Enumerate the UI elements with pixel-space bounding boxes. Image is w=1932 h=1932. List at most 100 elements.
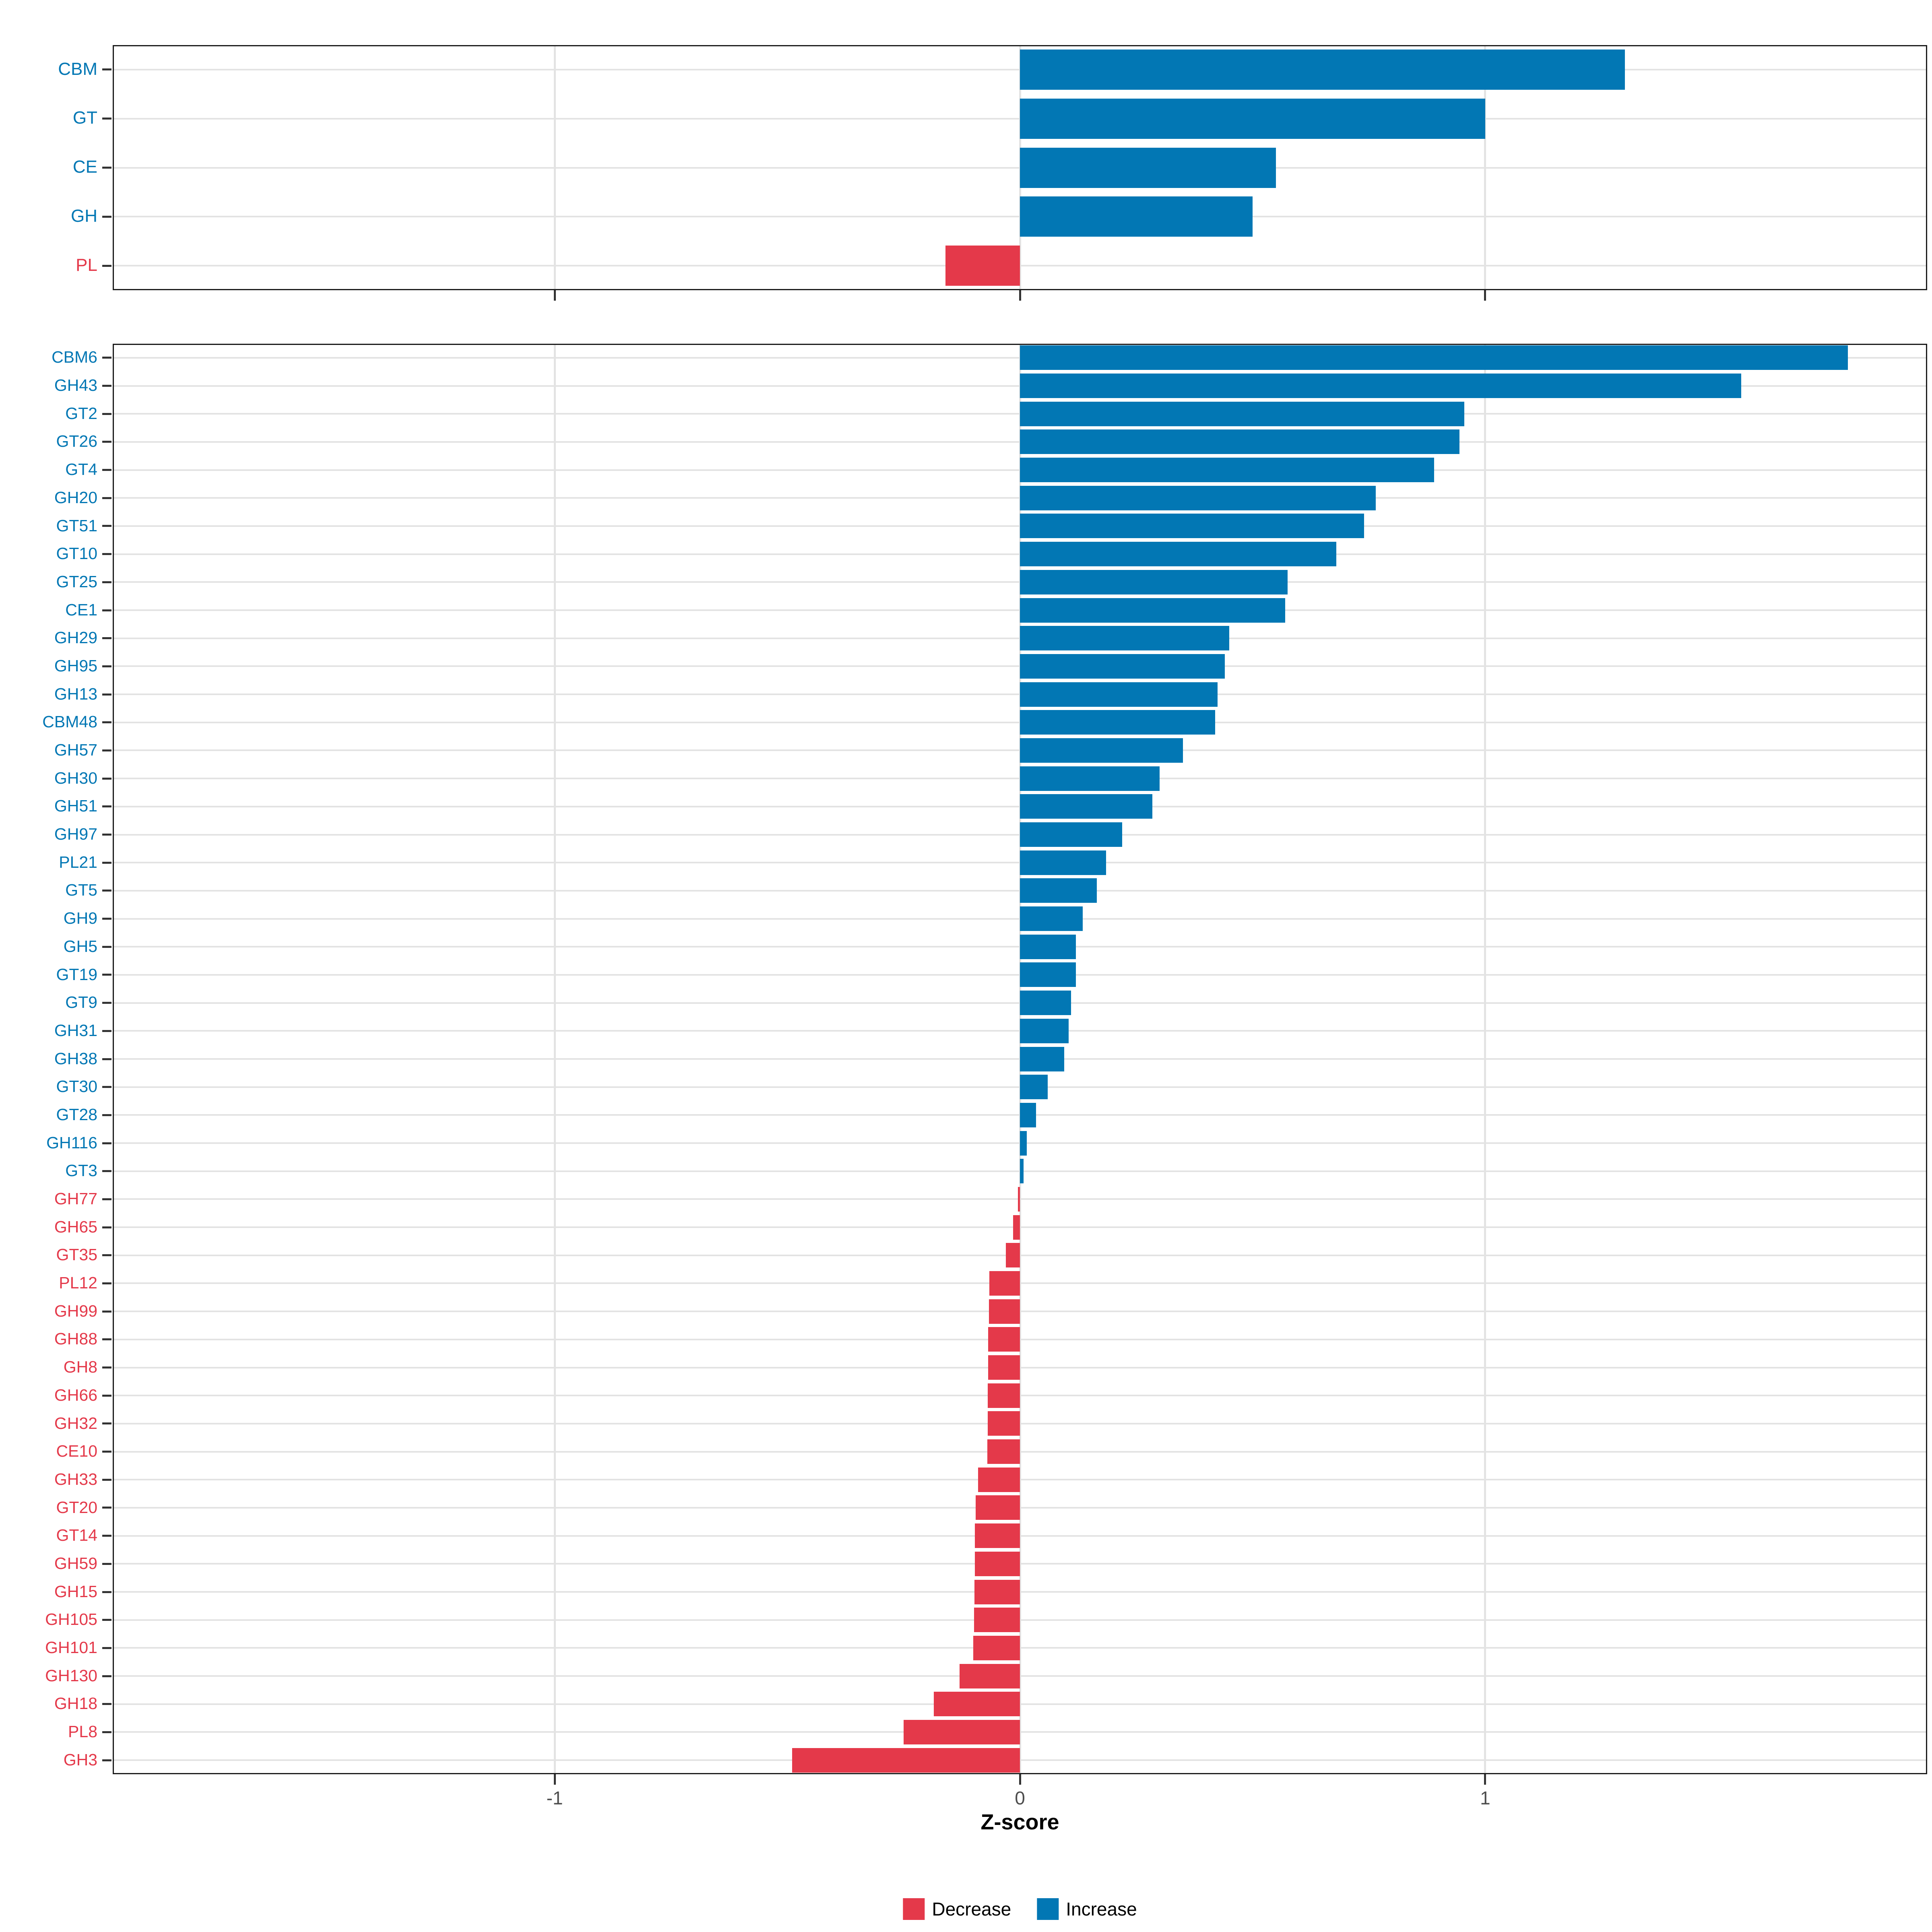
- y-tick-GH: [102, 215, 111, 218]
- y-tick-GH43: [102, 385, 111, 387]
- y-tick-GH18: [102, 1703, 111, 1705]
- x-tick--1: [553, 1774, 556, 1785]
- y-axis-label-GH59: GH59: [54, 1554, 97, 1573]
- x-tick-0: [1019, 290, 1021, 301]
- x-tick-1: [1484, 1774, 1486, 1785]
- y-tick-GT26: [102, 441, 111, 443]
- y-tick-GH101: [102, 1647, 111, 1649]
- y-tick-GH88: [102, 1338, 111, 1341]
- y-tick-GT25: [102, 581, 111, 583]
- y-tick-PL21: [102, 861, 111, 864]
- bar-GH88: [988, 1327, 1020, 1352]
- y-tick-CBM6: [102, 357, 111, 359]
- bar-GH18: [934, 1692, 1020, 1717]
- y-tick-PL: [102, 264, 111, 267]
- bar-GH3: [792, 1748, 1020, 1773]
- y-tick-GH33: [102, 1478, 111, 1481]
- gridline-row-GH15: [114, 1591, 1926, 1593]
- y-axis-label-GH5: GH5: [63, 937, 97, 956]
- y-axis-label-GH15: GH15: [54, 1582, 97, 1601]
- bar-GH130: [959, 1664, 1020, 1688]
- legend-item-increase: Increase: [1037, 1898, 1137, 1920]
- bar-CE10: [987, 1439, 1020, 1464]
- gridline-row-GH59: [114, 1563, 1926, 1565]
- y-axis-label-GH32: GH32: [54, 1414, 97, 1432]
- bar-GH20: [1020, 485, 1376, 510]
- y-tick-GH38: [102, 1058, 111, 1060]
- legend-label-increase: Increase: [1066, 1899, 1137, 1920]
- y-axis-label-GH101: GH101: [45, 1638, 97, 1657]
- bar-GH15: [974, 1579, 1020, 1604]
- y-axis-label-GH66: GH66: [54, 1385, 97, 1404]
- y-tick-GT35: [102, 1254, 111, 1257]
- bar-GT28: [1020, 1102, 1036, 1127]
- y-axis-label-GT10: GT10: [56, 544, 97, 563]
- y-axis-label-GT: GT: [72, 108, 97, 128]
- y-tick-GH57: [102, 749, 111, 751]
- bar-GH65: [1013, 1215, 1020, 1240]
- y-tick-GH97: [102, 834, 111, 836]
- y-tick-GH5: [102, 945, 111, 948]
- y-axis-label-PL8: PL8: [68, 1722, 97, 1741]
- y-tick-GH116: [102, 1142, 111, 1144]
- bar-GH30: [1020, 766, 1160, 791]
- y-tick-GT28: [102, 1114, 111, 1116]
- y-tick-GH15: [102, 1591, 111, 1593]
- y-tick-GH65: [102, 1226, 111, 1228]
- y-tick-GT10: [102, 553, 111, 555]
- y-axis-label-GH95: GH95: [54, 656, 97, 675]
- y-axis-label-CE: CE: [72, 157, 97, 177]
- y-axis-label-GH105: GH105: [45, 1610, 97, 1629]
- bar-GH97: [1020, 822, 1123, 847]
- y-tick-GH29: [102, 637, 111, 640]
- y-axis-label-GT30: GT30: [56, 1077, 97, 1096]
- y-axis-label-GH18: GH18: [54, 1694, 97, 1713]
- bar-GH32: [988, 1411, 1020, 1436]
- y-tick-GH9: [102, 918, 111, 920]
- x-tick-label--1: -1: [546, 1788, 563, 1808]
- bar-PL21: [1020, 850, 1106, 875]
- gridline-row-GT20: [114, 1507, 1926, 1509]
- gridline-row-PL8: [114, 1731, 1926, 1733]
- bar-GH29: [1020, 626, 1230, 651]
- y-axis-label-GH51: GH51: [54, 797, 97, 815]
- y-tick-GH13: [102, 693, 111, 696]
- legend: Decrease Increase: [903, 1898, 1137, 1920]
- y-axis-label-GH99: GH99: [54, 1301, 97, 1320]
- y-axis-label-GT5: GT5: [65, 881, 97, 900]
- bar-GH51: [1020, 794, 1153, 819]
- bar-GH13: [1020, 682, 1218, 707]
- y-axis-label-GT9: GT9: [65, 993, 97, 1012]
- y-tick-GT51: [102, 525, 111, 527]
- gridline-row-PL12: [114, 1282, 1926, 1284]
- y-axis-label-GH: GH: [71, 206, 97, 226]
- y-axis-label-GT2: GT2: [65, 404, 97, 423]
- y-tick-GH66: [102, 1394, 111, 1397]
- bar-PL12: [989, 1271, 1020, 1296]
- y-tick-GH30: [102, 777, 111, 780]
- bar-GT19: [1020, 962, 1076, 987]
- y-axis-label-GH116: GH116: [46, 1133, 97, 1152]
- bar-GT14: [974, 1523, 1020, 1548]
- y-tick-GT9: [102, 1002, 111, 1004]
- y-tick-GH130: [102, 1675, 111, 1677]
- gridline-row-GH130: [114, 1675, 1926, 1677]
- bar-PL8: [904, 1719, 1020, 1744]
- y-axis-label-GT4: GT4: [65, 460, 97, 479]
- gridline-row-PL: [114, 265, 1926, 267]
- y-tick-GH3: [102, 1759, 111, 1761]
- x-tick-label-1: 1: [1480, 1788, 1490, 1808]
- bar-GH99: [989, 1299, 1020, 1324]
- bar-GH57: [1020, 738, 1183, 763]
- y-axis-label-GT26: GT26: [56, 432, 97, 451]
- bar-GH105: [974, 1608, 1020, 1633]
- bar-GT3: [1020, 1159, 1024, 1184]
- bar-GH59: [974, 1551, 1020, 1576]
- y-axis-label-GH33: GH33: [54, 1470, 97, 1488]
- y-tick-GT30: [102, 1086, 111, 1088]
- y-tick-CE10: [102, 1451, 111, 1453]
- y-axis-label-CBM: CBM: [58, 59, 97, 79]
- y-axis-label-GH8: GH8: [63, 1358, 97, 1377]
- gridline-row-GH8: [114, 1366, 1926, 1368]
- y-axis-label-GH97: GH97: [54, 825, 97, 844]
